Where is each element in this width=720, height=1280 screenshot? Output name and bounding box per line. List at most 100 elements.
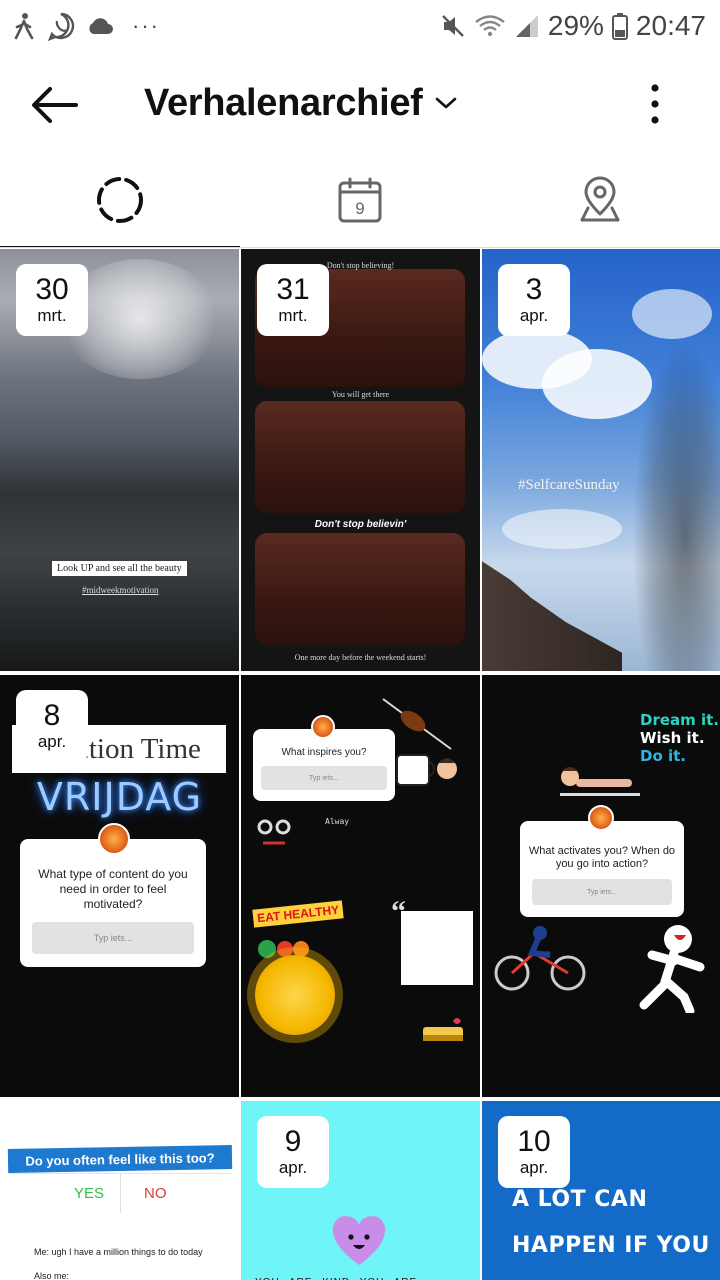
chevron-down-icon bbox=[435, 97, 456, 109]
date-month: mrt. bbox=[278, 306, 308, 325]
typed-answer: Alway bbox=[325, 817, 350, 826]
question-text: What type of content do you need in orde… bbox=[38, 867, 188, 911]
back-button[interactable] bbox=[26, 80, 86, 130]
story-thumbnail[interactable]: Dream it. Wish it. Do it. What activates… bbox=[482, 675, 720, 1097]
location-pin-icon bbox=[580, 176, 620, 222]
veggie-sticker bbox=[258, 940, 309, 958]
date-badge: 30 mrt. bbox=[16, 264, 88, 336]
status-right: 29% 20:47 bbox=[440, 10, 706, 42]
app-bar: Verhalenarchief bbox=[0, 52, 720, 152]
date-month: apr. bbox=[519, 1158, 549, 1177]
story-thumbnail[interactable]: What inspires you? Typ iets... Alway EAT… bbox=[241, 675, 480, 1097]
calendar-day-label: 9 bbox=[355, 199, 364, 218]
more-options-button[interactable] bbox=[640, 82, 670, 126]
archive-tabs: 9 bbox=[0, 152, 720, 248]
question-input: Typ iets... bbox=[261, 766, 387, 790]
story-text: YOU ARE KIND YOU ARE bbox=[255, 1277, 467, 1280]
motto-line: Dream it. bbox=[640, 711, 720, 729]
more-vertical-icon bbox=[651, 84, 659, 124]
sun-sticker bbox=[255, 955, 335, 1035]
story-cloud bbox=[502, 509, 622, 549]
question-input: Typ iets... bbox=[32, 922, 194, 954]
walking-icon bbox=[12, 12, 36, 40]
tabs-divider bbox=[0, 247, 720, 248]
date-day: 9 bbox=[284, 1125, 302, 1158]
question-sticker: What inspires you? Typ iets... bbox=[253, 729, 395, 801]
question-text: What inspires you? bbox=[281, 747, 367, 758]
question-sticker: What activates you? When do you go into … bbox=[520, 821, 684, 917]
poll-no: NO bbox=[144, 1185, 167, 1202]
avatar bbox=[98, 823, 130, 855]
poll-separator bbox=[120, 1173, 121, 1213]
date-month: mrt. bbox=[37, 306, 67, 325]
story-banner: Do you often feel like this too? bbox=[7, 1145, 233, 1173]
avatar bbox=[588, 805, 614, 831]
date-badge: 31 mrt. bbox=[257, 264, 329, 336]
story-grid: 30 mrt. Look UP and see all the beauty #… bbox=[0, 249, 720, 1280]
tab-calendar[interactable]: 9 bbox=[240, 152, 480, 248]
date-badge: 3 apr. bbox=[498, 264, 570, 336]
motto-line: Do it. bbox=[640, 747, 686, 765]
tab-stories[interactable] bbox=[0, 152, 240, 248]
plank-sticker bbox=[560, 767, 640, 796]
question-sticker: What type of content do you need in orde… bbox=[20, 839, 206, 967]
story-building bbox=[482, 561, 622, 671]
calendar-icon: 9 bbox=[338, 177, 382, 223]
status-bar: ··· 29% 20:47 bbox=[0, 0, 720, 52]
story-hashtag: #midweekmotivation bbox=[82, 585, 159, 595]
date-month: apr. bbox=[37, 732, 67, 751]
date-month: apr. bbox=[519, 306, 549, 325]
cyclist-sticker bbox=[494, 926, 586, 991]
story-thumbnail[interactable]: ction Time VRIJDAG What type of content … bbox=[0, 675, 239, 1097]
question-text: What activates you? When do you go into … bbox=[528, 845, 676, 870]
story-thumbnail[interactable]: 30 mrt. Look UP and see all the beauty #… bbox=[0, 249, 239, 671]
story-photo bbox=[255, 533, 465, 645]
story-caption: You will get there bbox=[331, 390, 390, 399]
story-caption: One more day before the weekend starts! bbox=[294, 653, 427, 662]
more-notifications: ··· bbox=[132, 13, 160, 38]
date-day: 8 bbox=[43, 699, 61, 732]
story-thumbnail[interactable]: Do you often feel like this too? YES NO … bbox=[0, 1101, 239, 1280]
story-text: Me: ugh I have a million things to do to… bbox=[34, 1247, 203, 1257]
story-caption: Don't stop believing! bbox=[326, 261, 395, 270]
page-title: Verhalenarchief bbox=[144, 81, 423, 124]
eat-healthy-sticker: EAT HEALTHY bbox=[252, 900, 344, 928]
story-thumbnail[interactable]: #SelfcareSunday 3 apr. bbox=[482, 249, 720, 671]
status-left: ··· bbox=[12, 11, 160, 41]
avatar bbox=[311, 715, 335, 739]
battery-percent: 29% bbox=[547, 10, 604, 41]
story-thumbnail[interactable]: YOU ARE KIND YOU ARE 9 apr. bbox=[241, 1101, 480, 1280]
story-hashtag: #SelfcareSunday bbox=[518, 477, 620, 493]
story-thumbnail[interactable]: A LOT CAN HAPPEN IF YOU 10 apr. bbox=[482, 1101, 720, 1280]
date-day: 31 bbox=[276, 273, 310, 306]
cloud-icon bbox=[86, 15, 114, 37]
battery-icon bbox=[611, 12, 628, 40]
clock: 20:47 bbox=[635, 10, 706, 41]
date-badge: 9 apr. bbox=[257, 1116, 329, 1188]
story-thumbnail[interactable]: Don't stop believing! You will get there… bbox=[241, 249, 480, 671]
story-caption: Look UP and see all the beauty bbox=[52, 561, 187, 576]
date-month: apr. bbox=[278, 1158, 308, 1177]
poll-yes: YES bbox=[74, 1185, 105, 1202]
story-big-text: VRIJDAG bbox=[36, 775, 203, 819]
white-frame-sticker bbox=[401, 911, 473, 985]
date-day: 30 bbox=[35, 273, 69, 306]
heart-icon bbox=[332, 1216, 386, 1265]
violin-cup-sticker bbox=[382, 698, 457, 786]
story-cloud bbox=[632, 289, 712, 339]
motto-line: Wish it. bbox=[640, 729, 705, 747]
story-photo bbox=[255, 401, 465, 513]
wifi-icon bbox=[474, 13, 506, 39]
date-badge: 10 apr. bbox=[498, 1116, 570, 1188]
bed-sticker bbox=[423, 1018, 463, 1041]
story-text: Also me: bbox=[34, 1271, 70, 1280]
tab-map[interactable] bbox=[480, 152, 720, 248]
question-input: Typ iets... bbox=[532, 879, 672, 905]
signal-icon bbox=[514, 13, 540, 39]
glasses-sticker bbox=[257, 819, 291, 845]
story-text: A LOT CAN bbox=[512, 1187, 648, 1212]
date-day: 3 bbox=[525, 273, 543, 306]
archive-selector[interactable]: Verhalenarchief bbox=[144, 78, 457, 128]
running-figure-sticker bbox=[639, 925, 705, 1013]
circle-dashed-icon bbox=[97, 177, 143, 223]
